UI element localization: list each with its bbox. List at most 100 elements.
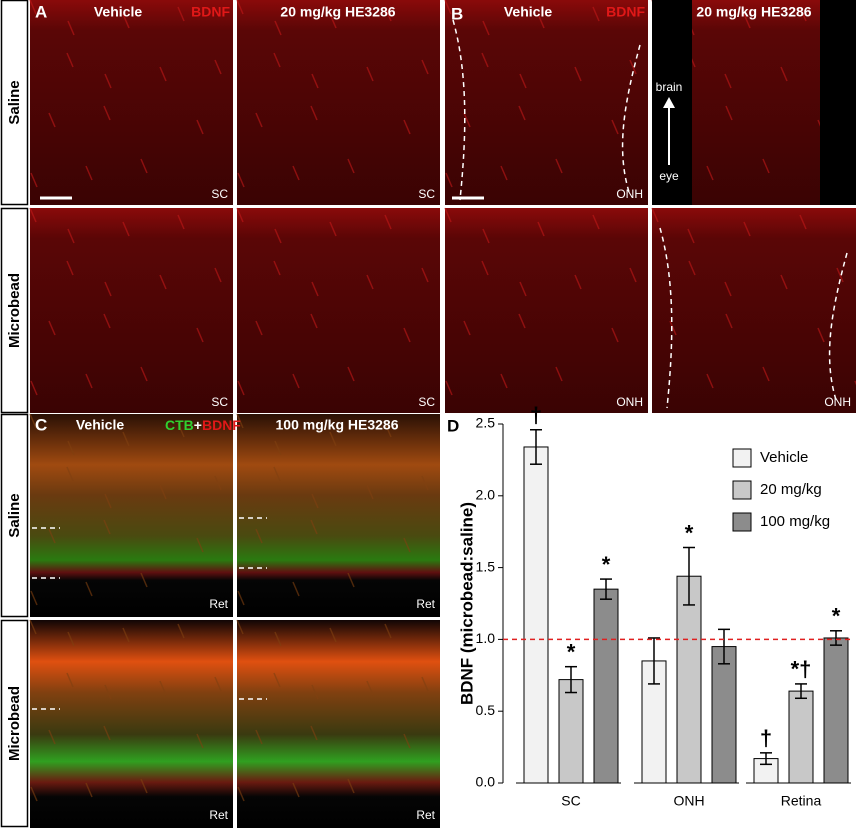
texture	[122, 431, 130, 447]
texture	[140, 158, 148, 174]
texture	[780, 274, 788, 290]
panel-label: B	[451, 4, 463, 23]
y-tick-label: 2.5	[476, 415, 496, 431]
texture	[706, 165, 714, 181]
row-label: Saline	[6, 493, 23, 537]
y-tick-label: 1.5	[476, 558, 496, 574]
texture	[347, 778, 355, 794]
texture	[103, 519, 111, 535]
texture	[273, 672, 281, 688]
texture	[445, 172, 453, 188]
texture	[103, 105, 111, 121]
texture	[519, 281, 527, 297]
texture	[30, 380, 38, 396]
column-title: Vehicle	[94, 4, 142, 20]
texture	[255, 729, 263, 745]
texture	[444, 207, 452, 223]
region-label: SC	[211, 395, 228, 409]
texture	[85, 373, 93, 389]
texture	[274, 228, 282, 244]
texture	[762, 366, 770, 382]
texture	[500, 165, 508, 181]
bar	[593, 588, 619, 784]
texture	[421, 475, 429, 491]
bar	[676, 575, 702, 784]
texture	[555, 366, 563, 382]
mask	[820, 0, 856, 205]
x-tick-label: SC	[561, 793, 580, 809]
texture	[29, 0, 37, 15]
x-tick-label: ONH	[673, 793, 704, 809]
texture	[310, 725, 318, 741]
texture	[347, 158, 355, 174]
texture	[292, 581, 300, 597]
micrograph	[445, 0, 648, 205]
texture	[384, 623, 392, 639]
nerve-outline	[452, 19, 466, 201]
texture	[274, 440, 282, 456]
texture	[310, 313, 318, 329]
texture	[273, 260, 281, 276]
texture	[66, 260, 74, 276]
bar	[823, 637, 849, 784]
micrograph	[237, 208, 440, 413]
texture	[67, 228, 75, 244]
texture	[574, 274, 582, 290]
x-tick-label: Retina	[781, 793, 822, 809]
micrograph	[30, 414, 233, 617]
texture	[237, 380, 245, 396]
texture	[592, 214, 600, 230]
texture	[196, 119, 204, 135]
texture	[237, 590, 245, 606]
texture	[29, 619, 37, 635]
stain-part: BDNF	[202, 417, 241, 433]
texture	[214, 267, 222, 283]
texture	[444, 0, 452, 15]
row-label-box	[0, 619, 29, 828]
texture	[688, 260, 696, 276]
texture	[29, 413, 37, 429]
texture	[481, 260, 489, 276]
micrograph	[30, 208, 233, 413]
legend-swatch	[732, 512, 752, 532]
texture	[140, 366, 148, 382]
texture	[273, 52, 281, 68]
texture	[366, 274, 374, 290]
texture	[177, 214, 185, 230]
micrograph	[445, 208, 648, 413]
texture	[237, 786, 245, 802]
texture	[85, 165, 93, 181]
region-label: ONH	[616, 395, 643, 409]
texture	[66, 52, 74, 68]
nerve-outline	[621, 44, 641, 196]
texture	[743, 221, 751, 237]
texture	[366, 680, 374, 696]
micrograph	[237, 0, 440, 205]
stain-part: +	[194, 417, 202, 433]
texture	[159, 680, 167, 696]
texture	[122, 627, 130, 643]
bar	[523, 446, 549, 784]
texture	[817, 327, 825, 343]
texture	[29, 207, 37, 223]
texture	[292, 165, 300, 181]
texture	[104, 73, 112, 89]
texture	[518, 313, 526, 329]
texture	[236, 207, 244, 223]
texture	[236, 0, 244, 15]
texture	[122, 13, 130, 29]
texture	[421, 59, 429, 75]
texture	[311, 73, 319, 89]
texture	[366, 66, 374, 82]
arrow-label: eye	[659, 169, 679, 183]
texture	[706, 373, 714, 389]
texture	[384, 422, 392, 438]
y-tick-label: 2.0	[476, 487, 496, 503]
region-label: ONH	[616, 187, 643, 201]
texture	[421, 676, 429, 692]
texture	[500, 373, 508, 389]
texture	[725, 313, 733, 329]
column-title: 100 mg/kg HE3286	[276, 417, 399, 433]
texture	[159, 484, 167, 500]
